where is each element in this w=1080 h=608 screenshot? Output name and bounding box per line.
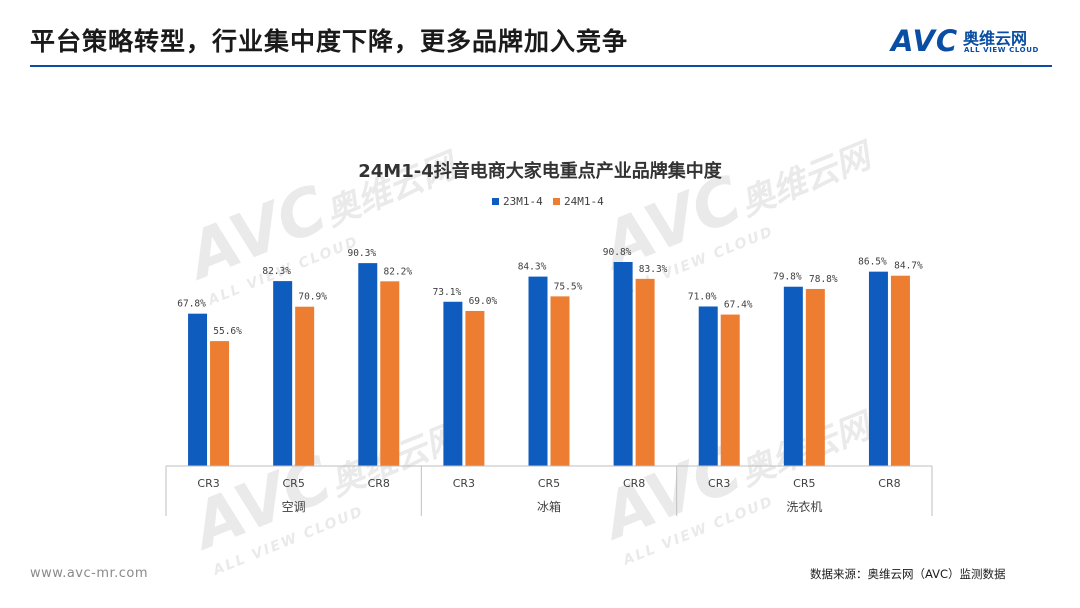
tick-label-冰箱-CR8: CR8: [623, 477, 645, 490]
page-title: 平台策略转型，行业集中度下降，更多品牌加入竞争: [30, 27, 629, 56]
data-label-冰箱-CR5-24M1-4: 75.5%: [554, 281, 583, 292]
tick-label-洗衣机-CR8: CR8: [878, 477, 900, 490]
bar-洗衣机-CR5-23M1-4: [783, 286, 803, 466]
bar-洗衣机-CR3-23M1-4: [698, 306, 718, 466]
tick-label-空调-CR5: CR5: [283, 477, 305, 490]
data-label-冰箱-CR3-24M1-4: 69.0%: [469, 296, 498, 307]
bar-冰箱-CR8-23M1-4: [613, 262, 633, 466]
bar-空调-CR3-24M1-4: [210, 341, 230, 466]
data-label-洗衣机-CR3-23M1-4: 71.0%: [688, 291, 717, 302]
data-label-空调-CR8-23M1-4: 90.3%: [347, 248, 376, 259]
bar-空调-CR5-23M1-4: [273, 281, 293, 466]
group-label-洗衣机: 洗衣机: [786, 499, 822, 514]
bar-洗衣机-CR5-24M1-4: [805, 288, 825, 466]
tick-label-冰箱-CR3: CR3: [453, 477, 475, 490]
data-label-空调-CR8-24M1-4: 82.2%: [383, 266, 412, 277]
bar-空调-CR8-23M1-4: [358, 263, 378, 466]
data-label-洗衣机-CR8-24M1-4: 84.7%: [894, 261, 923, 272]
bar-空调-CR8-24M1-4: [380, 281, 400, 466]
bar-冰箱-CR3-24M1-4: [465, 310, 485, 466]
bar-冰箱-CR5-23M1-4: [528, 276, 548, 466]
data-label-洗衣机-CR5-24M1-4: 78.8%: [809, 274, 838, 285]
tick-label-洗衣机-CR3: CR3: [708, 477, 730, 490]
data-label-空调-CR3-24M1-4: 55.6%: [213, 326, 242, 337]
logo-english-name: ALL VIEW CLOUD: [964, 46, 1039, 54]
data-label-空调-CR5-23M1-4: 82.3%: [262, 266, 291, 277]
group-label-空调: 空调: [282, 500, 306, 514]
avc-logo: AVC 奥维云网 ALL VIEW CLOUD: [891, 21, 1061, 61]
data-label-洗衣机-CR8-23M1-4: 86.5%: [858, 257, 887, 268]
tick-label-空调-CR3: CR3: [197, 477, 219, 490]
bar-洗衣机-CR8-23M1-4: [868, 271, 888, 466]
bar-冰箱-CR8-24M1-4: [635, 278, 655, 466]
legend-label-1: 23M1-4: [503, 195, 543, 208]
bar-洗衣机-CR3-24M1-4: [720, 314, 740, 466]
logo-chinese-name: 奥维云网: [963, 29, 1028, 48]
chart-title: 24M1-4抖音电商大家电重点产业品牌集中度: [358, 160, 722, 182]
group-label-冰箱: 冰箱: [537, 499, 561, 514]
data-label-冰箱-CR5-23M1-4: 84.3%: [518, 262, 547, 273]
data-label-空调-CR5-24M1-4: 70.9%: [298, 292, 327, 303]
footer-source: 数据来源：奥维云网（AVC）监测数据: [810, 567, 1006, 581]
bar-冰箱-CR5-24M1-4: [550, 296, 570, 466]
data-label-空调-CR3-23M1-4: 67.8%: [177, 299, 206, 310]
bar-空调-CR3-23M1-4: [188, 313, 208, 466]
legend-swatch-1: [492, 198, 499, 205]
tick-label-洗衣机-CR5: CR5: [793, 477, 815, 490]
footer-url: www.avc-mr.com: [30, 566, 149, 581]
legend-swatch-2: [553, 198, 560, 205]
data-label-冰箱-CR8-24M1-4: 83.3%: [639, 264, 668, 275]
logo-mark: AVC: [891, 24, 959, 58]
tick-label-冰箱-CR5: CR5: [538, 477, 560, 490]
bar-洗衣机-CR8-24M1-4: [890, 275, 910, 466]
legend-label-2: 24M1-4: [564, 195, 604, 208]
tick-label-空调-CR8: CR8: [368, 477, 390, 490]
bar-空调-CR5-24M1-4: [295, 306, 315, 466]
data-label-洗衣机-CR5-23M1-4: 79.8%: [773, 272, 802, 283]
data-label-冰箱-CR8-23M1-4: 90.8%: [603, 247, 632, 258]
bar-冰箱-CR3-23M1-4: [443, 301, 463, 466]
data-label-洗衣机-CR3-24M1-4: 67.4%: [724, 300, 753, 311]
title-rule: [30, 65, 1052, 67]
data-label-冰箱-CR3-23M1-4: 73.1%: [433, 287, 462, 298]
